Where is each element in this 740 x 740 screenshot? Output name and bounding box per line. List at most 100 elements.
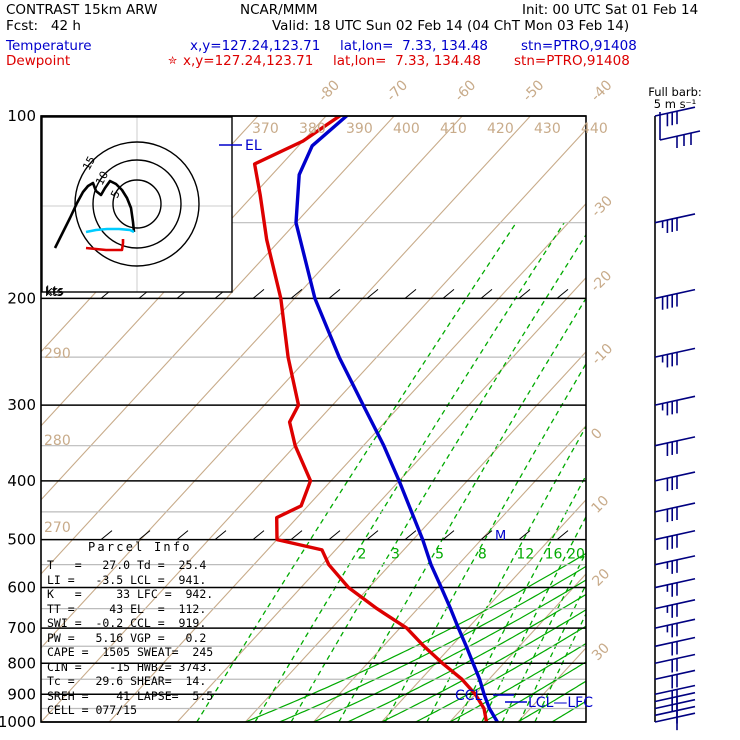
temperature-station: stn=PTRO,91408 xyxy=(521,38,637,54)
wind-barb xyxy=(654,471,696,492)
el-label: EL xyxy=(245,138,262,154)
isotherm-label--40: -40 xyxy=(588,77,615,104)
parcel-info-row: PW = 5.16 VGP = 0.2 xyxy=(47,630,207,645)
parcel-info-row: TT = 43 EL = 112. xyxy=(47,601,207,616)
pressure-tick-300: 300 xyxy=(7,396,36,414)
theta-left-label-290: 290 xyxy=(44,346,71,362)
barb-legend-line1: Full barb: xyxy=(648,85,702,99)
ccl-label: CCL xyxy=(455,688,483,704)
level-annotations: EL CCL LCL—LFC M xyxy=(219,138,593,711)
pressure-tick-400: 400 xyxy=(7,472,36,490)
wind-barb xyxy=(654,669,696,689)
theta-label-390: 390 xyxy=(346,121,373,137)
wind-barb xyxy=(654,577,696,597)
isotherm-right-label-10: 10 xyxy=(588,493,612,517)
isotherm-right-labels: -30 -20 -10 0 10 20 30 xyxy=(588,193,616,664)
wind-barb xyxy=(654,395,696,416)
mixing-ratio-label-500-5: 5 xyxy=(435,547,444,563)
wind-barb xyxy=(654,636,696,656)
forecast-hour: Fcst: 42 h xyxy=(6,18,81,34)
pressure-tick-600: 600 xyxy=(7,579,36,597)
model-title: CONTRAST 15km ARW xyxy=(6,2,158,18)
theta-label-370: 370 xyxy=(252,121,279,137)
wind-unit-label: kts xyxy=(45,285,63,299)
wind-barb xyxy=(654,618,696,638)
pressure-tick-700: 700 xyxy=(7,619,36,637)
wind-barb xyxy=(654,502,696,523)
parcel-info-row: SWI = -0.2 CCL = 919. xyxy=(47,616,207,631)
hodograph-inset: 15 10 5 kts xyxy=(41,116,233,298)
pressure-tick-500: 500 xyxy=(7,531,36,549)
isotherm-right-label-30: 30 xyxy=(589,640,613,664)
dewpoint-trace xyxy=(252,116,489,722)
hodograph-trace-storm xyxy=(85,239,125,252)
mixing-ratio-label-500-12: 12 xyxy=(516,547,534,563)
mixing-ratio-label-500-3: 3 xyxy=(391,547,400,563)
pressure-tick-200: 200 xyxy=(7,289,36,307)
pressure-tick-800: 800 xyxy=(7,654,36,672)
theta-label-400: 400 xyxy=(393,121,420,137)
mixing-ratio-label-500-2: 2 xyxy=(358,547,367,563)
wind-barb xyxy=(654,555,696,574)
dewpoint-station: stn=PTRO,91408 xyxy=(514,53,630,69)
wind-barb xyxy=(654,653,696,673)
theta-label-420: 420 xyxy=(487,121,514,137)
wind-barb xyxy=(654,436,696,456)
hodograph-unit-label: kts xyxy=(46,284,64,298)
mixing-ratio-lines xyxy=(196,222,586,722)
isotherm-right-label--10: -10 xyxy=(589,341,616,368)
parcel-info-row: SREH = 41 LAPSE= 5.5 xyxy=(47,688,214,703)
theta-left-label-270: 270 xyxy=(44,520,71,536)
isotherm-label--50: -50 xyxy=(520,77,547,104)
parcel-info-values: T = 27.0 Td = 25.4 LI = -3.5 LCL = 941. K … xyxy=(47,558,213,718)
hodograph-ring-10: 10 xyxy=(93,169,111,187)
mixing-ratio-label-500-20: 20 xyxy=(567,547,585,563)
wind-barbs xyxy=(654,106,696,731)
parcel-info-row: T = 27.0 Td = 25.4 xyxy=(47,558,207,572)
valid-time: Valid: 18 UTC Sun 02 Feb 14 (04 ChT Mon … xyxy=(272,18,630,34)
parcel-info-row: CIN = -15 HWBZ= 3743. xyxy=(47,659,214,674)
parcel-info-row: CAPE = 1505 SWEAT= 245 xyxy=(47,645,214,660)
hodograph-frame xyxy=(41,116,233,293)
isotherm-right-label--30: -30 xyxy=(589,193,616,220)
dewpoint-latlon: lat,lon= 7.33, 134.48 xyxy=(333,53,481,69)
isotherm-label--60: -60 xyxy=(452,77,479,104)
barb-legend-line2: 5 m s⁻¹ xyxy=(653,97,697,111)
mixing-ratio-label-500-16: 16 xyxy=(545,547,563,563)
wind-barb xyxy=(654,288,696,310)
wind-barb xyxy=(654,684,696,704)
wind-barb xyxy=(654,599,696,618)
temperature-legend-label: Temperature xyxy=(6,38,92,54)
isotherm-right-label-20: 20 xyxy=(589,566,613,590)
parcel-info-title: Parcel Info xyxy=(88,540,192,554)
wind-barb xyxy=(654,347,696,368)
barb-legend-sample xyxy=(659,112,701,148)
dewpoint-star-icon: ✮ xyxy=(168,54,178,67)
wind-barb-column xyxy=(654,106,701,731)
dewpoint-legend-label: Dewpoint xyxy=(6,53,71,69)
pressure-tick-1000: 1000 xyxy=(0,713,36,731)
pressure-axis-labels: 100 200 300 400 500 600 700 800 900 1000 xyxy=(0,107,36,731)
temperature-trace xyxy=(294,116,500,722)
m-marker-label: M xyxy=(495,529,506,544)
theta-left-label-280: 280 xyxy=(44,433,71,449)
parcel-info-row: LI = -3.5 LCL = 941. xyxy=(47,572,207,587)
hodograph-trace-upper xyxy=(53,179,136,249)
dewpoint-xy: x,y=127.24,123.71 xyxy=(183,53,314,69)
theta-label-410: 410 xyxy=(440,121,467,137)
plot-frame xyxy=(40,115,587,723)
init-time: Init: 00 UTC Sat 01 Feb 14 xyxy=(522,2,699,18)
temperature-latlon: lat,lon= 7.33, 134.48 xyxy=(340,38,488,54)
parcel-info-row: K = 33 LFC = 942. xyxy=(47,587,214,602)
mixing-ratio-label-500-8: 8 xyxy=(478,547,487,563)
wind-barb xyxy=(654,106,696,127)
temperature-xy: x,y=127.24,123.71 xyxy=(190,38,321,54)
isotherm-label--80: -80 xyxy=(316,77,343,104)
wind-barb xyxy=(654,213,696,233)
center-label: NCAR/MMM xyxy=(240,2,318,18)
wind-barb xyxy=(654,712,696,731)
parcel-info-row: Tc = 29.6 SHEAR= 14. xyxy=(47,674,207,689)
hodograph-trace-lower xyxy=(85,227,135,234)
